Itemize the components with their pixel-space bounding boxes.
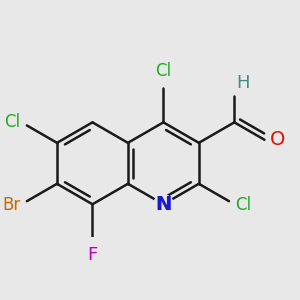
Text: H: H [236, 74, 250, 92]
Text: Cl: Cl [4, 113, 20, 131]
Text: N: N [155, 195, 172, 214]
Text: O: O [269, 130, 285, 149]
Text: F: F [87, 246, 98, 264]
Text: Br: Br [2, 196, 20, 214]
Text: Cl: Cl [236, 196, 251, 214]
Text: N: N [155, 195, 172, 214]
Text: Cl: Cl [155, 62, 172, 80]
